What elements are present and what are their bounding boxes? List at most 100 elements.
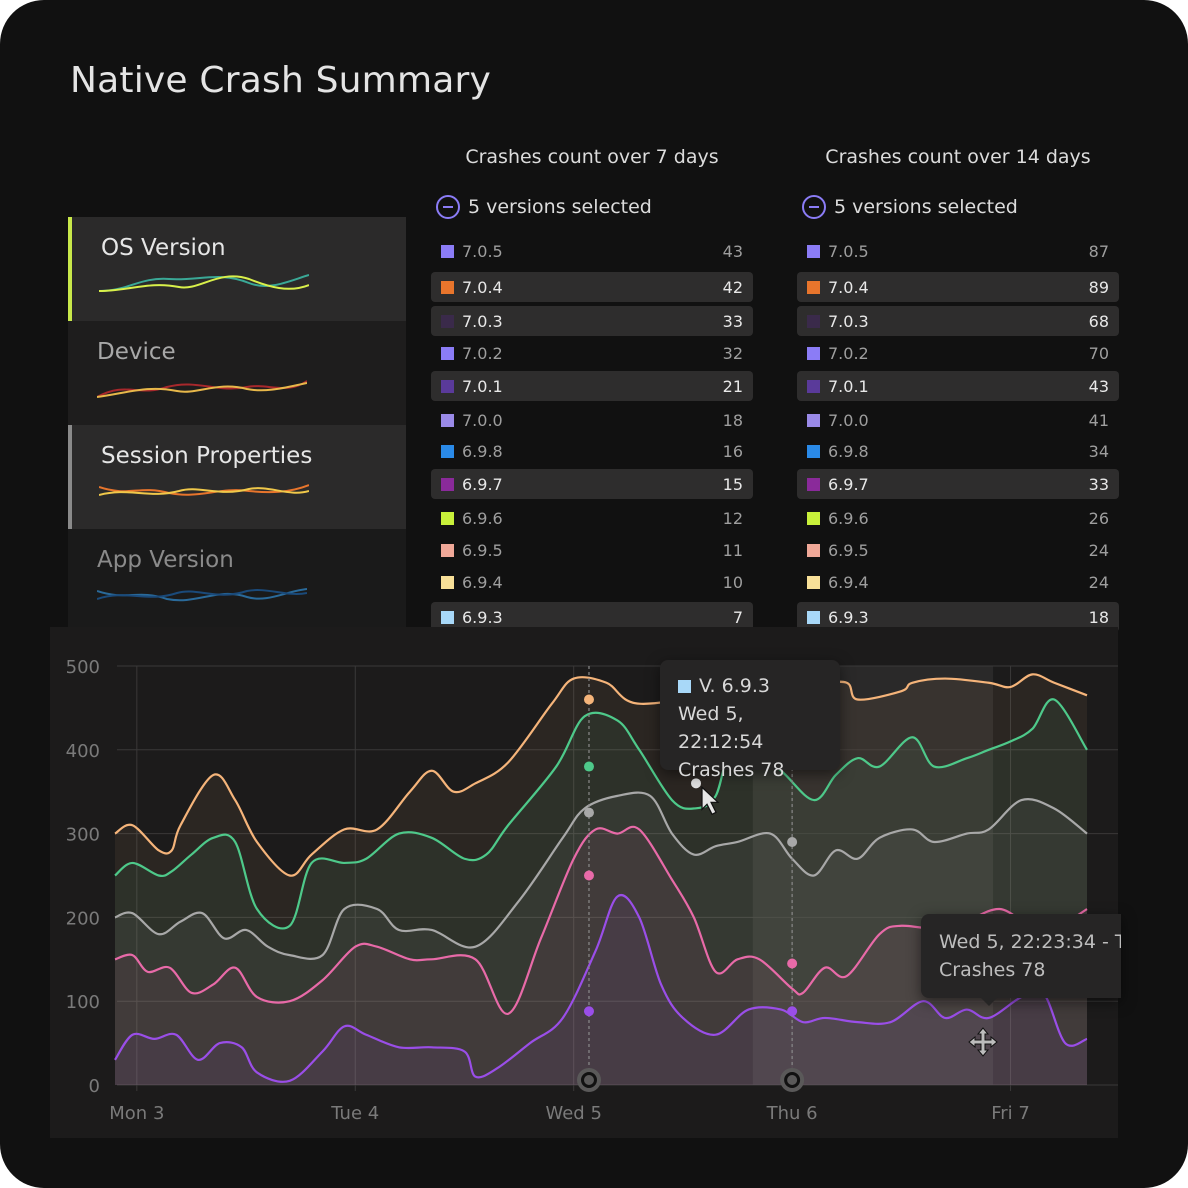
version-row[interactable]: 6.9.8 16 xyxy=(431,436,753,466)
marker-dot xyxy=(583,694,594,705)
crash-count: 87 xyxy=(1088,241,1109,261)
category-label: Device xyxy=(97,339,176,365)
version-name: 7.0.0 xyxy=(462,410,503,430)
cursor-pointer-icon xyxy=(701,785,720,816)
version-swatch xyxy=(441,477,454,491)
version-row[interactable]: 7.0.1 43 xyxy=(797,371,1119,401)
minus-circle-icon[interactable] xyxy=(802,195,826,219)
hover-point xyxy=(691,778,702,789)
crash-count: 21 xyxy=(722,376,743,396)
marker-dot xyxy=(583,761,594,772)
version-name: 7.0.2 xyxy=(462,343,503,363)
crash-chart[interactable]: 500 400 300 200 100 0 Mon 3 Tue 4 Wed 5 Thu 6 Fri … xyxy=(50,627,1121,1138)
tooltip-time: Wed 5, 22:12:54 xyxy=(678,703,764,753)
version-row[interactable]: 6.9.8 34 xyxy=(797,436,1119,466)
crash-count: 34 xyxy=(1088,441,1109,461)
crash-count: 43 xyxy=(722,241,743,261)
version-row[interactable]: 6.9.5 11 xyxy=(431,535,753,565)
version-swatch xyxy=(441,610,454,624)
crash-count: 16 xyxy=(722,441,743,461)
series-line-green xyxy=(114,698,1088,930)
version-row[interactable]: 7.0.0 18 xyxy=(431,405,753,435)
y-tick-label: 500 xyxy=(66,657,100,678)
marker-dot xyxy=(583,870,594,881)
version-swatch xyxy=(807,477,820,491)
y-tick-label: 300 xyxy=(66,825,100,846)
versions-selected-toggle[interactable]: 5 versions selected xyxy=(431,189,753,225)
version-name: 7.0.3 xyxy=(828,311,869,331)
minus-circle-icon[interactable] xyxy=(436,195,460,219)
version-row[interactable]: 7.0.3 33 xyxy=(431,306,753,336)
y-tick-label: 100 xyxy=(66,992,100,1013)
category-label: App Version xyxy=(97,547,234,573)
version-swatch xyxy=(807,413,820,427)
version-name: 7.0.4 xyxy=(462,277,503,297)
crash-count: 68 xyxy=(1088,311,1109,331)
version-name: 7.0.1 xyxy=(828,376,869,396)
hover-tooltip: V. 6.9.3 Wed 5, 22:12:54 Crashes 78 xyxy=(660,660,840,781)
category-app-version[interactable]: App Version xyxy=(68,529,406,633)
version-row[interactable]: 6.9.5 24 xyxy=(797,535,1119,565)
crash-count: 24 xyxy=(1088,572,1109,592)
version-name: 7.0.3 xyxy=(462,311,503,331)
version-swatch xyxy=(441,314,454,328)
crash-count: 32 xyxy=(722,343,743,363)
tooltip-time-range: Wed 5, 22:23:34 - Th xyxy=(939,931,1121,953)
version-row[interactable]: 6.9.6 26 xyxy=(797,503,1119,533)
chart-canvas[interactable]: 500 400 300 200 100 0 Mon 3 Tue 4 Wed 5 Thu 6 Fri … xyxy=(50,627,1118,1138)
y-tick-label: 400 xyxy=(66,741,100,762)
version-row[interactable]: 6.9.7 15 xyxy=(431,469,753,499)
version-row[interactable]: 7.0.1 21 xyxy=(431,371,753,401)
category-os-version[interactable]: OS Version xyxy=(68,217,406,321)
version-name: 6.9.7 xyxy=(462,474,503,494)
crash-count: 24 xyxy=(1088,540,1109,560)
version-name: 6.9.5 xyxy=(828,540,869,560)
page-title: Native Crash Summary xyxy=(70,60,491,101)
crash-count: 33 xyxy=(1088,474,1109,494)
versions-selected-toggle[interactable]: 5 versions selected xyxy=(797,189,1119,225)
marker-dot xyxy=(787,836,798,847)
sparkline-icon xyxy=(97,380,307,398)
version-row[interactable]: 7.0.5 87 xyxy=(797,236,1119,266)
category-device[interactable]: Device xyxy=(68,321,406,425)
series-line-grey xyxy=(114,791,1088,960)
version-row[interactable]: 7.0.2 32 xyxy=(431,338,753,368)
version-swatch xyxy=(807,543,820,557)
version-name: 6.9.3 xyxy=(828,607,869,627)
series-line-peach xyxy=(114,673,1088,877)
version-swatch xyxy=(441,280,454,294)
tooltip-arrow xyxy=(980,997,998,1006)
version-row[interactable]: 7.0.5 43 xyxy=(431,236,753,266)
crash-count: 7 xyxy=(732,607,743,627)
crash-count: 18 xyxy=(1088,607,1109,627)
marker-handle xyxy=(780,1068,805,1092)
marker-dot xyxy=(583,1006,594,1017)
version-row[interactable]: 6.9.6 12 xyxy=(431,503,753,533)
version-name: 7.0.2 xyxy=(828,343,869,363)
marker-handle-ring xyxy=(784,1072,801,1088)
version-row[interactable]: 7.0.0 41 xyxy=(797,405,1119,435)
crash-count: 18 xyxy=(722,410,743,430)
version-swatch xyxy=(807,379,820,393)
version-name: 7.0.5 xyxy=(462,241,503,261)
version-row[interactable]: 7.0.4 42 xyxy=(431,272,753,302)
x-tick-label: Mon 3 xyxy=(109,1103,164,1124)
version-name: 6.9.7 xyxy=(828,474,869,494)
version-row[interactable]: 6.9.7 33 xyxy=(797,469,1119,499)
version-row[interactable]: 7.0.2 70 xyxy=(797,338,1119,368)
version-name: 6.9.3 xyxy=(462,607,503,627)
version-swatch xyxy=(807,314,820,328)
version-row[interactable]: 7.0.4 89 xyxy=(797,272,1119,302)
version-row[interactable]: 6.9.4 10 xyxy=(431,567,753,597)
version-row[interactable]: 6.9.4 24 xyxy=(797,567,1119,597)
tooltip-value: Crashes 78 xyxy=(678,759,785,781)
sparkline-icon xyxy=(99,274,309,292)
version-row[interactable]: 7.0.3 68 xyxy=(797,306,1119,336)
version-name: 7.0.1 xyxy=(462,376,503,396)
category-label: OS Version xyxy=(101,235,226,261)
category-session-properties[interactable]: Session Properties xyxy=(68,425,406,529)
version-swatch xyxy=(441,346,454,360)
versions-table-7-days: Crashes count over 7 days 5 versions sel… xyxy=(431,140,753,632)
version-name: 6.9.6 xyxy=(462,508,503,528)
